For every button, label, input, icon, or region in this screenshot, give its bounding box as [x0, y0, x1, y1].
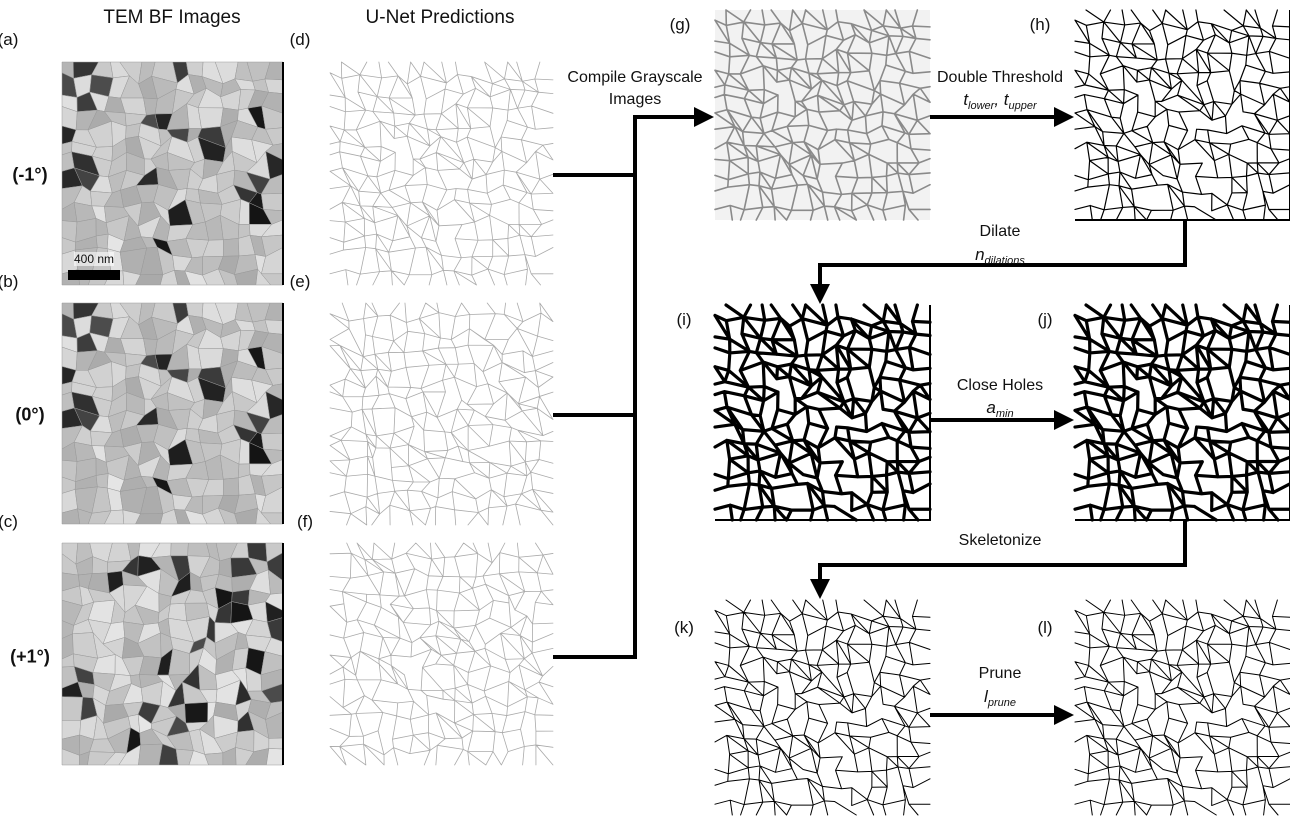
step-label: Compile Grayscale Images: [560, 67, 710, 111]
panel-label: (f): [297, 512, 313, 532]
panel-image: [1075, 10, 1290, 220]
panel-image: [62, 303, 283, 524]
grain: [96, 234, 108, 249]
grain: [138, 744, 162, 765]
grain: [62, 697, 83, 721]
row-label: (-1°): [12, 165, 47, 186]
panel-label: (i): [676, 310, 691, 330]
grain: [261, 433, 283, 450]
panel-label: (l): [1037, 618, 1052, 638]
grain: [136, 514, 163, 524]
panel-image: [1075, 305, 1290, 520]
step-params: amin: [986, 398, 1013, 420]
panel-image: [715, 10, 930, 220]
column-header: TEM BF Images: [103, 7, 240, 29]
panel-label: (b): [0, 272, 18, 292]
step-label: Skeletonize: [925, 530, 1075, 552]
panel-label: (e): [290, 272, 311, 292]
grain: [223, 478, 239, 496]
scale-bar-label: 400 nm: [74, 252, 114, 266]
panel-image: [330, 303, 553, 525]
step-label: Double Threshold: [925, 67, 1075, 89]
grain: [198, 348, 223, 369]
grain: [188, 543, 210, 557]
row-label: (0°): [15, 405, 44, 426]
grain: [239, 439, 249, 464]
figure: TEM BF Images U-Net Predictions (-1°) (0…: [0, 0, 1290, 821]
grain: [185, 702, 208, 723]
row-label: (+1°): [10, 647, 50, 668]
param-sub: min: [996, 408, 1014, 420]
panel-label: (h): [1030, 15, 1051, 35]
panel-label: (g): [670, 15, 691, 35]
panel-image: [715, 305, 930, 520]
param-sub: upper: [1009, 100, 1037, 112]
step-params: ndilations: [975, 245, 1025, 267]
panel-image: [330, 62, 553, 285]
grain: [96, 474, 108, 488]
grain: [261, 193, 283, 210]
panel-image: [1075, 600, 1290, 815]
grain: [198, 108, 223, 129]
step-params: lprune: [984, 687, 1016, 709]
grain: [171, 543, 189, 556]
panel-label: (a): [0, 30, 18, 50]
panel-image: [715, 600, 930, 815]
step-label: Prune: [925, 663, 1075, 685]
grain: [239, 199, 249, 224]
figure-art: [0, 0, 1290, 821]
panel-image: [330, 543, 553, 765]
panel-image: [62, 543, 283, 765]
param-sub: prune: [988, 697, 1016, 709]
grain: [266, 748, 283, 765]
grain: [136, 275, 163, 285]
param-sub: dilations: [985, 255, 1025, 267]
panel-label: (c): [0, 512, 18, 532]
param-sub: lower: [968, 100, 994, 112]
step-params: tlower, tupper: [963, 90, 1036, 112]
scale-bar: [68, 270, 120, 280]
panel-label: (d): [290, 30, 311, 50]
step-label: Close Holes: [925, 375, 1075, 397]
grain: [223, 238, 239, 256]
panel-label: (j): [1037, 310, 1052, 330]
grain: [269, 738, 283, 749]
grain: [168, 603, 187, 621]
image-bg: [330, 303, 553, 525]
panel-label: (k): [674, 618, 694, 638]
step-label: Dilate: [925, 221, 1075, 243]
column-header: U-Net Predictions: [366, 7, 515, 29]
